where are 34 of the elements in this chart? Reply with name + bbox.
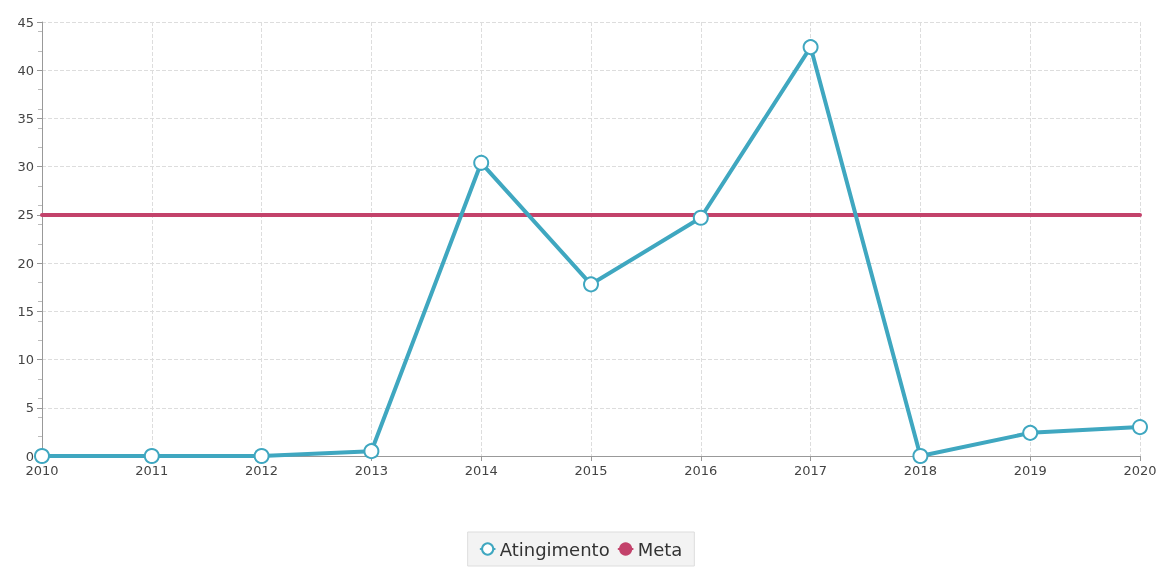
y-tick-label: 20 — [17, 255, 34, 271]
y-tick-label: 40 — [17, 62, 34, 78]
point — [473, 154, 490, 171]
point — [912, 448, 929, 464]
point — [583, 276, 599, 293]
x-tick-label: 2011 — [135, 463, 169, 478]
x-tick-label: 2016 — [684, 463, 718, 478]
y-tick-label: 15 — [17, 303, 34, 319]
x-tick-label: 2012 — [245, 463, 279, 478]
point — [253, 448, 270, 464]
y-tick-label: 10 — [17, 352, 34, 368]
x-tick-label: 2013 — [354, 463, 388, 478]
legend-label: Atingimento — [499, 538, 610, 560]
x-tick-label: 2020 — [1123, 463, 1157, 478]
y-tick-label: 30 — [17, 159, 34, 175]
y-tick-label: 0 — [25, 448, 34, 464]
x-tick-label: 2017 — [794, 463, 828, 478]
y-tick-label: 25 — [17, 207, 34, 223]
legend-label: Meta — [637, 538, 683, 560]
x-tick-label: 2010 — [25, 463, 59, 478]
x-tick-label: 2015 — [574, 463, 608, 478]
point — [692, 209, 709, 226]
point — [143, 448, 160, 464]
point — [1022, 424, 1039, 441]
x-tick-label: 2014 — [464, 463, 498, 478]
y-tick-label: 35 — [17, 110, 34, 126]
x-tick-label: 2018 — [903, 463, 937, 478]
point — [802, 39, 819, 56]
x-tick-label: 2019 — [1013, 463, 1047, 478]
point — [1132, 419, 1148, 436]
point — [34, 448, 50, 464]
y-tick-label: 45 — [17, 14, 34, 30]
point — [363, 443, 380, 460]
y-tick-label: 5 — [25, 400, 34, 416]
